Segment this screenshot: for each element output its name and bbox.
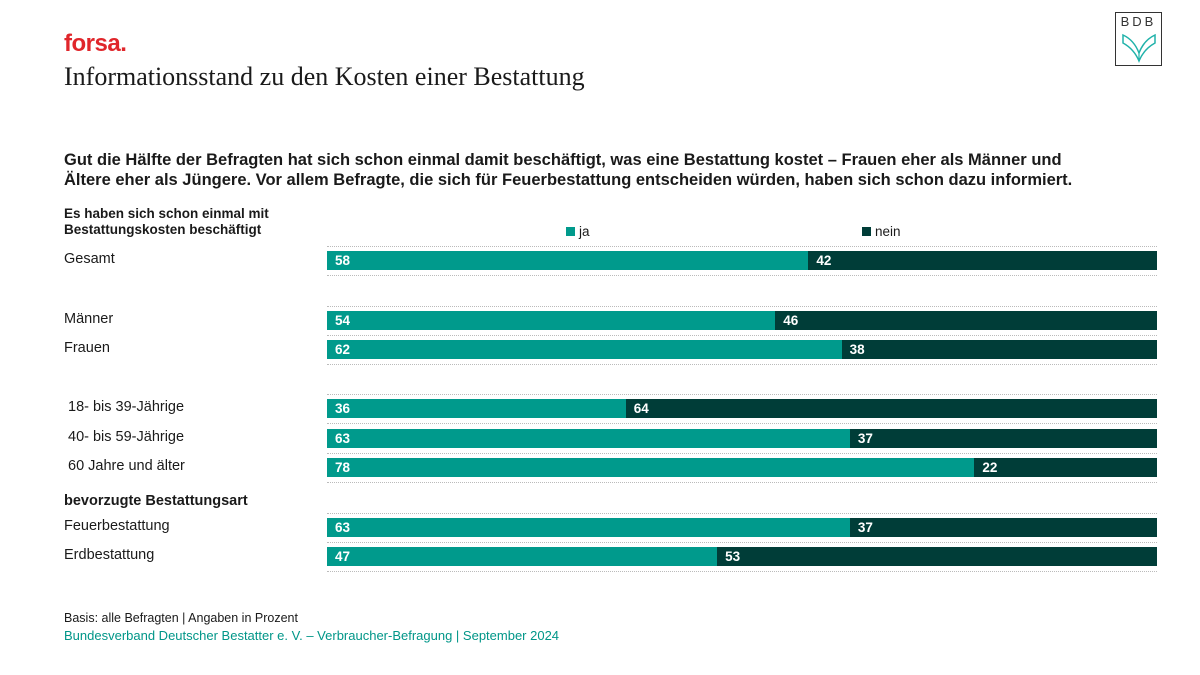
- data-label-nein: 42: [816, 252, 832, 268]
- bar-ja: [327, 517, 850, 537]
- legend-swatch-nein: [862, 227, 871, 236]
- bar-ja: [327, 339, 842, 359]
- source-note: Bundesverband Deutscher Bestatter e. V. …: [64, 628, 560, 643]
- bar-ja: [327, 398, 626, 418]
- data-label-nein: 38: [849, 341, 865, 357]
- subtitle-line-2: Ältere eher als Jüngere. Vor allem Befra…: [64, 171, 1073, 189]
- bar-nein: [841, 339, 1157, 359]
- category-label: Gesamt: [64, 251, 115, 267]
- chart-title: Informationsstand zu den Kosten einer Be…: [64, 62, 585, 91]
- legend-item-ja: ja: [566, 224, 590, 239]
- bdb-logo-text: BDB: [1120, 14, 1157, 29]
- bdb-logo: BDB: [1115, 12, 1162, 66]
- data-label-nein: 37: [857, 519, 873, 535]
- row-separator: [327, 453, 1157, 454]
- data-label-ja: 62: [335, 341, 351, 357]
- legend-label-ja: ja: [579, 224, 590, 239]
- data-label-nein: 53: [725, 548, 741, 564]
- row-header-line-2: Bestattungskosten beschäftigt: [64, 222, 262, 237]
- row-separator: [327, 275, 1157, 276]
- row-separator: [327, 513, 1157, 514]
- row-separator: [327, 542, 1157, 543]
- row-separator: [327, 571, 1157, 572]
- bar-nein: [625, 398, 1157, 418]
- row-header: Es haben sich schon einmal mit Bestattun…: [64, 206, 269, 238]
- open-book-icon: [1122, 33, 1156, 63]
- bar-ja: [327, 310, 776, 330]
- data-label-ja: 58: [335, 252, 351, 268]
- legend-label-nein: nein: [875, 224, 901, 239]
- category-label: Feuerbestattung: [64, 518, 170, 534]
- data-label-ja: 54: [335, 312, 351, 328]
- category-label: 40- bis 59-Jährige: [68, 429, 185, 445]
- bar-nein: [974, 457, 1157, 477]
- footnote-basis: Basis: alle Befragten | Angaben in Proze…: [64, 611, 298, 625]
- bar-nein: [849, 517, 1157, 537]
- category-label: 60 Jahre und älter: [68, 458, 185, 474]
- bar-nein: [775, 310, 1157, 330]
- row-separator: [327, 394, 1157, 395]
- data-label-nein: 37: [857, 430, 873, 446]
- data-label-ja: 36: [335, 400, 351, 416]
- forsa-brand-logo: forsa.: [64, 30, 127, 57]
- row-header-line-1: Es haben sich schon einmal mit: [64, 206, 269, 221]
- bar-ja: [327, 546, 718, 566]
- row-separator: [327, 335, 1157, 336]
- category-label: 18- bis 39-Jährige: [68, 399, 185, 415]
- data-label-ja: 78: [335, 459, 351, 475]
- bar-ja: [327, 457, 975, 477]
- bar-ja: [327, 250, 809, 270]
- bar-nein: [717, 546, 1157, 566]
- row-separator: [327, 423, 1157, 424]
- category-label: Frauen: [64, 340, 110, 356]
- category-label: Männer: [64, 311, 114, 327]
- bar-nein: [808, 250, 1157, 270]
- data-label-nein: 22: [982, 459, 998, 475]
- bar-nein: [849, 428, 1157, 448]
- data-label-ja: 63: [335, 430, 351, 446]
- legend-swatch-ja: [566, 227, 575, 236]
- row-separator: [327, 364, 1157, 365]
- data-label-ja: 63: [335, 519, 351, 535]
- category-label: Erdbestattung: [64, 547, 155, 563]
- group-label: bevorzugte Bestattungsart: [64, 493, 248, 509]
- subtitle-line-1: Gut die Hälfte der Befragten hat sich sc…: [64, 151, 1062, 169]
- data-label-nein: 64: [633, 400, 649, 416]
- bar-ja: [327, 428, 850, 448]
- row-separator: [327, 246, 1157, 247]
- data-label-ja: 47: [335, 548, 351, 564]
- chart-subtitle: Gut die Hälfte der Befragten hat sich sc…: [64, 150, 1174, 190]
- legend-item-nein: nein: [862, 224, 901, 239]
- row-separator: [327, 306, 1157, 307]
- row-separator: [327, 482, 1157, 483]
- data-label-nein: 46: [783, 312, 799, 328]
